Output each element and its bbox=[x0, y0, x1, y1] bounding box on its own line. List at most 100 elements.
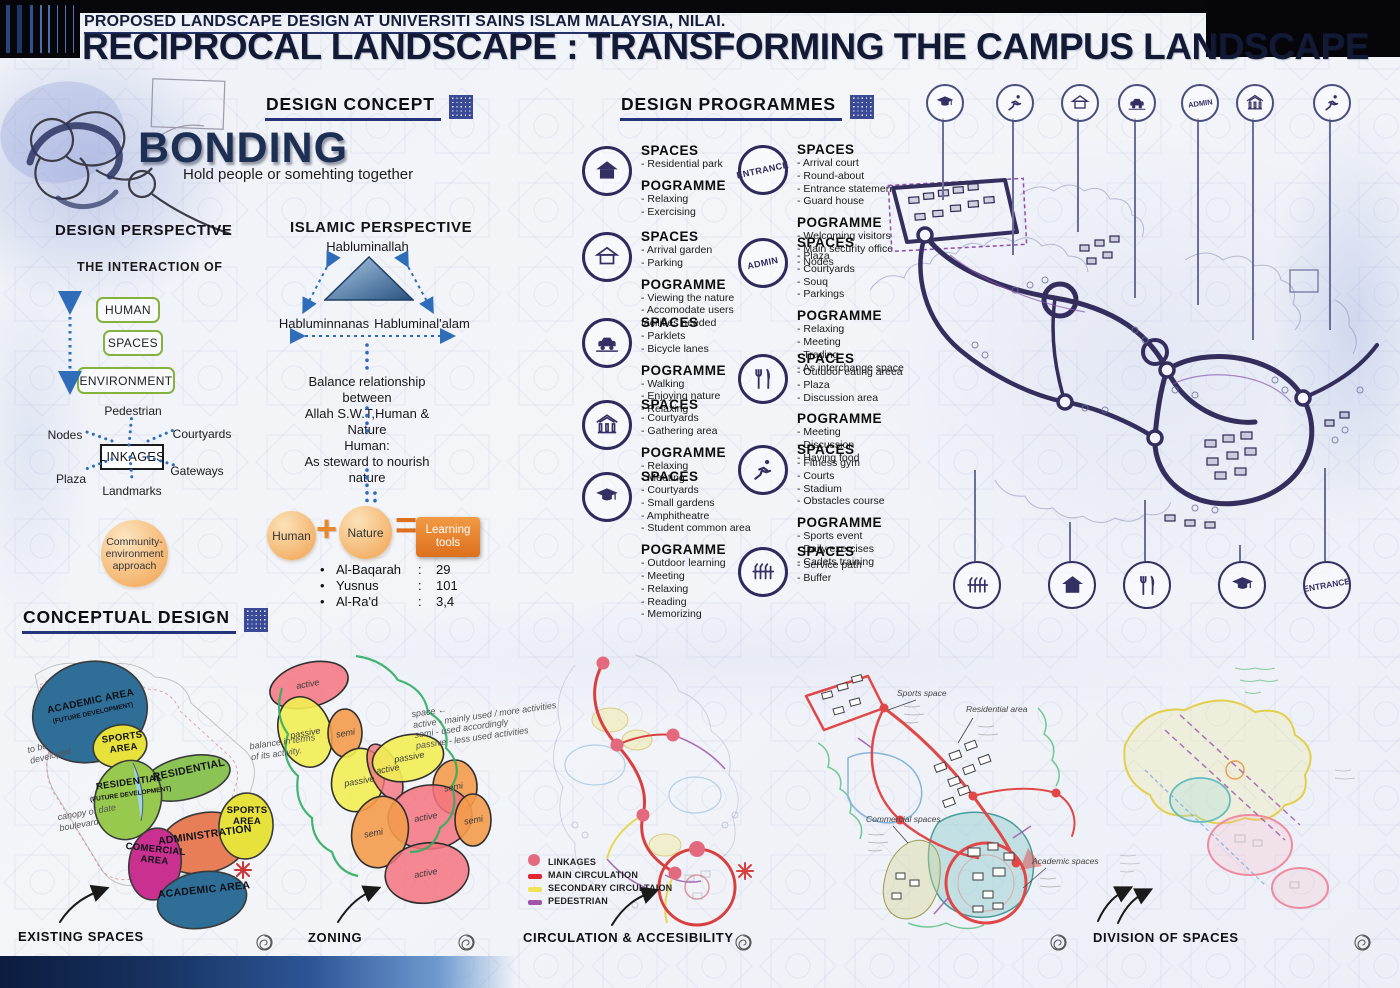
space-line: - Obstacles course bbox=[797, 495, 885, 508]
icon-leader-line bbox=[1239, 545, 1241, 561]
programme-line: - Meeting bbox=[641, 569, 685, 582]
fork-knife-icon bbox=[738, 354, 788, 404]
spaces-label: SPACES bbox=[641, 469, 699, 484]
entrance-badge: ENTRANCE bbox=[1303, 561, 1351, 609]
compass-doodle-icon bbox=[256, 934, 273, 951]
spaces-label: SPACES bbox=[797, 142, 855, 157]
space-line: - Courtyards bbox=[797, 262, 855, 275]
programme-label: POGRAMME bbox=[641, 362, 726, 378]
space-line: - Discussion area bbox=[797, 391, 879, 404]
division-annotation: Commercial spaces bbox=[866, 814, 941, 824]
quran-verses-list: • Al-Baqarah:29 • Yusnus:101 • Al-Ra'd:3,4 bbox=[320, 561, 458, 609]
legend-row: LINKAGES bbox=[528, 853, 672, 868]
programme-item: SPACES - Courtyards - Gathering area POGRAM… bbox=[582, 397, 757, 485]
entrance-badge: ENTRANCE bbox=[736, 145, 790, 195]
programme-line: - Meeting bbox=[797, 335, 841, 348]
programme-line: - Outdoor learning bbox=[641, 557, 726, 570]
programme-line: - Sports event bbox=[797, 530, 863, 543]
triangle-label-top: Habluminallah bbox=[326, 239, 409, 254]
space-line: - Residential park bbox=[641, 158, 723, 170]
spaces-label: SPACES bbox=[641, 315, 699, 330]
runner-icon bbox=[738, 445, 788, 495]
programme-line: - Nodes bbox=[797, 255, 834, 268]
triangle-label-right: Habluminal'alam bbox=[374, 316, 470, 331]
compass-doodle-icon bbox=[458, 934, 475, 951]
space-line: - Courtyards bbox=[641, 484, 699, 496]
pavilion-icon bbox=[1236, 84, 1274, 122]
space-line: - Plaza bbox=[797, 250, 830, 262]
legend-label: LINKAGES bbox=[548, 856, 597, 867]
admin-label: ADMIN bbox=[746, 254, 780, 272]
community-approach-circle: Community-environment approach bbox=[101, 520, 168, 587]
space-line: - Bicycle lanes bbox=[641, 342, 709, 355]
programme-item: ENTRANCE SPACES - Arrival court - Round-abo… bbox=[736, 142, 913, 269]
islamic-perspective-heading: ISLAMIC PERSPECTIVE bbox=[290, 219, 473, 236]
pixel-grid-icon bbox=[243, 608, 268, 632]
linkage-node-gateways: Gateways bbox=[170, 464, 224, 478]
spaces-label: SPACES bbox=[797, 442, 855, 457]
interaction-intro: THE INTERACTION OF bbox=[77, 260, 223, 274]
interaction-box-environment: ENVIRONMENT bbox=[77, 367, 175, 394]
spaces-label: SPACES bbox=[641, 397, 699, 412]
pavilion-icon bbox=[582, 400, 632, 450]
spaces-label: SPACES bbox=[797, 351, 855, 366]
space-line: - Round-about bbox=[797, 169, 865, 182]
programme-item: SPACES - Residential park POGRAMME - Relaxi… bbox=[582, 143, 757, 218]
equals-sign: = bbox=[395, 505, 418, 547]
icon-leader-line bbox=[1144, 500, 1146, 561]
programme-label: POGRAMME bbox=[797, 515, 882, 531]
programme-line: - Walking bbox=[641, 377, 685, 390]
programme-line: - Relaxing bbox=[641, 192, 689, 205]
space-line: - Courts bbox=[797, 469, 835, 482]
interaction-box-spaces: SPACES bbox=[103, 330, 163, 356]
space-line: - Student common area bbox=[641, 522, 751, 535]
circulation-sketch bbox=[552, 654, 754, 927]
masterplan-sketch bbox=[869, 177, 1379, 529]
linkages-center-box: LINKAGES bbox=[99, 444, 164, 470]
legend-swatch bbox=[528, 866, 542, 884]
knot-sketch bbox=[0, 78, 231, 236]
programme-line: - Cadets training bbox=[797, 555, 875, 568]
space-line: - Outdoor eating areea bbox=[797, 366, 903, 378]
icon-leader-line bbox=[1077, 118, 1079, 232]
learning-tools-box: Learning tools bbox=[416, 517, 480, 557]
programme-line: - Enjoying nature bbox=[641, 390, 721, 403]
house-outline-icon bbox=[1061, 84, 1099, 122]
area-label: SPORTS AREA bbox=[226, 805, 268, 827]
existing-spaces-sketch bbox=[31, 660, 274, 930]
space-line: - Buffer bbox=[797, 571, 832, 584]
space-line: - Plaza bbox=[797, 378, 830, 391]
legend-swatch bbox=[528, 892, 542, 910]
concept-tagline: Hold people or somehting together bbox=[183, 166, 414, 183]
grad-cap-icon bbox=[582, 472, 632, 522]
space-line: - Arrival garden bbox=[641, 244, 713, 256]
programme-line: - Relaxing bbox=[641, 582, 689, 595]
grad-cap-icon bbox=[926, 84, 964, 122]
programme-line: - As interchange space bbox=[797, 361, 904, 374]
perspective-triangle bbox=[324, 256, 414, 301]
programme-label: POGRAMME bbox=[641, 177, 726, 193]
legend-label: MAIN CIRCULATION bbox=[548, 869, 639, 880]
panel-label-circulation: CIRCULATION & ACCESIBILITY bbox=[523, 930, 734, 945]
programme-item: SPACES - Courtyards - Small gardens - Amphi… bbox=[582, 469, 757, 621]
programme-line: - Exercising bbox=[641, 205, 696, 218]
fence-icon bbox=[738, 547, 788, 597]
space-line: - Guard house bbox=[797, 195, 865, 208]
linkage-node-nodes: Nodes bbox=[47, 428, 83, 442]
programme-label: POGRAMME bbox=[797, 308, 882, 324]
admin-badge: ADMIN bbox=[1181, 84, 1219, 122]
interaction-box-human: HUMAN bbox=[96, 297, 160, 323]
space-line: - Amphitheatre bbox=[641, 509, 710, 522]
icon-leader-line bbox=[974, 470, 976, 561]
space-line: - Souq bbox=[797, 275, 828, 288]
programme-line: - Relaxing bbox=[641, 403, 689, 416]
design-concept-heading: DESIGN CONCEPT bbox=[265, 94, 473, 121]
diagram-connectors bbox=[58, 250, 456, 507]
programme-line: - Trading bbox=[797, 348, 839, 361]
programme-line: - Having food bbox=[797, 451, 860, 464]
space-line: - Entrance statement bbox=[797, 182, 895, 195]
programme-line: - Discussion bbox=[797, 439, 855, 452]
space-line: - Gathering area bbox=[641, 424, 718, 437]
space-line: - Arrival court bbox=[797, 157, 859, 169]
